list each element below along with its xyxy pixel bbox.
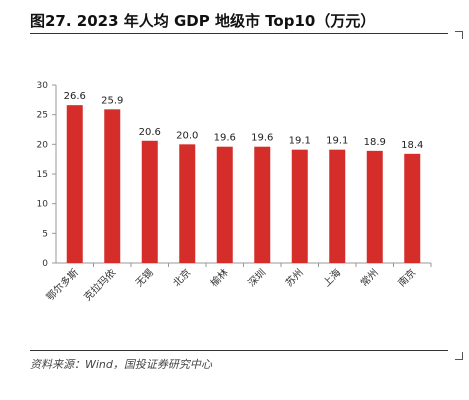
data-label: 19.6 bbox=[251, 133, 273, 144]
y-tick-label: 15 bbox=[37, 170, 48, 180]
x-tick-label: 常州 bbox=[358, 266, 381, 289]
chart-title: 图27. 2023 年人均 GDP 地级市 Top10（万元） bbox=[30, 12, 376, 30]
title-divider bbox=[30, 33, 448, 34]
y-tick-label: 20 bbox=[37, 140, 49, 150]
data-label: 19.6 bbox=[214, 133, 236, 144]
bar bbox=[141, 140, 158, 263]
bar bbox=[366, 150, 383, 263]
y-tick-label: 5 bbox=[42, 229, 48, 239]
corner-mark-top bbox=[455, 31, 463, 39]
data-label: 20.6 bbox=[139, 127, 161, 138]
corner-mark-bottom bbox=[455, 352, 463, 360]
footer-divider bbox=[30, 350, 448, 351]
data-label: 19.1 bbox=[326, 136, 348, 147]
bar bbox=[66, 105, 83, 263]
x-tick-label: 南京 bbox=[395, 266, 418, 289]
data-label: 19.1 bbox=[289, 136, 311, 147]
x-tick-label: 克拉玛依 bbox=[81, 266, 118, 303]
y-tick-label: 25 bbox=[37, 111, 48, 121]
x-tick-label: 上海 bbox=[320, 266, 343, 289]
bar bbox=[179, 144, 196, 263]
y-tick-label: 30 bbox=[37, 81, 49, 91]
bar bbox=[104, 109, 121, 264]
x-tick-label: 深圳 bbox=[246, 267, 269, 290]
y-tick-label: 0 bbox=[42, 259, 48, 269]
bar bbox=[404, 153, 421, 263]
y-tick-label: 10 bbox=[37, 200, 49, 210]
bar bbox=[329, 149, 346, 263]
data-label: 18.4 bbox=[401, 140, 423, 151]
data-label: 26.6 bbox=[64, 91, 86, 102]
x-tick-label: 苏州 bbox=[283, 266, 306, 289]
x-tick-label: 无锡 bbox=[133, 266, 156, 289]
x-tick-label: 北京 bbox=[170, 266, 193, 289]
x-tick-label: 榆林 bbox=[208, 266, 231, 289]
bar bbox=[254, 146, 271, 263]
bar bbox=[291, 149, 308, 263]
data-label: 20.0 bbox=[176, 130, 198, 141]
source-note: 资料来源：Wind，国投证券研究中心 bbox=[30, 358, 212, 371]
x-tick-label: 鄂尔多斯 bbox=[43, 266, 80, 303]
data-label: 25.9 bbox=[101, 95, 123, 106]
bar bbox=[216, 146, 233, 263]
data-label: 18.9 bbox=[364, 137, 386, 148]
